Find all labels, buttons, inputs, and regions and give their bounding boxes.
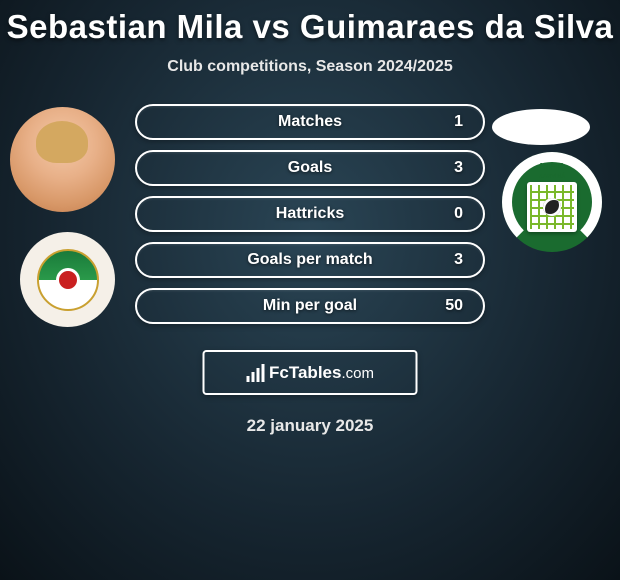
stat-label: Matches: [278, 113, 342, 131]
club-logo-right-shield: [527, 182, 577, 232]
page-title: Sebastian Mila vs Guimaraes da Silva: [0, 0, 620, 46]
stat-value-right: 0: [454, 205, 463, 223]
club-logo-right-city: KARVINÁ: [538, 174, 565, 180]
subtitle: Club competitions, Season 2024/2025: [0, 58, 620, 76]
stat-row-min-per-goal: Min per goal 50: [135, 288, 485, 324]
brand-name: FcTables: [269, 363, 341, 382]
stat-row-goals: Goals 3: [135, 150, 485, 186]
stats-table: Matches 1 Goals 3 Hattricks 0 Goals per …: [135, 104, 485, 334]
bar-chart-icon: [246, 364, 264, 382]
stat-label: Goals per match: [247, 251, 372, 269]
club-logo-right: MFK KARVINÁ: [502, 152, 602, 252]
date-label: 22 january 2025: [247, 416, 374, 436]
stat-row-matches: Matches 1: [135, 104, 485, 140]
brand-box: FcTables.com: [203, 350, 418, 395]
brand-suffix: .com: [341, 365, 374, 382]
player-photo-left: [10, 107, 115, 212]
stat-label: Hattricks: [276, 205, 344, 223]
stat-value-right: 50: [445, 297, 463, 315]
stat-row-hattricks: Hattricks 0: [135, 196, 485, 232]
stat-value-right: 1: [454, 113, 463, 131]
club-logo-left: [20, 232, 115, 327]
club-logo-left-badge: [37, 249, 99, 311]
player-photo-right-placeholder: [492, 109, 590, 145]
club-logo-right-abbr: MFK: [540, 162, 565, 173]
stat-value-right: 3: [454, 251, 463, 269]
stat-value-right: 3: [454, 159, 463, 177]
stat-row-goals-per-match: Goals per match 3: [135, 242, 485, 278]
stat-label: Min per goal: [263, 297, 357, 315]
brand-text: FcTables.com: [269, 363, 374, 383]
stat-label: Goals: [288, 159, 332, 177]
